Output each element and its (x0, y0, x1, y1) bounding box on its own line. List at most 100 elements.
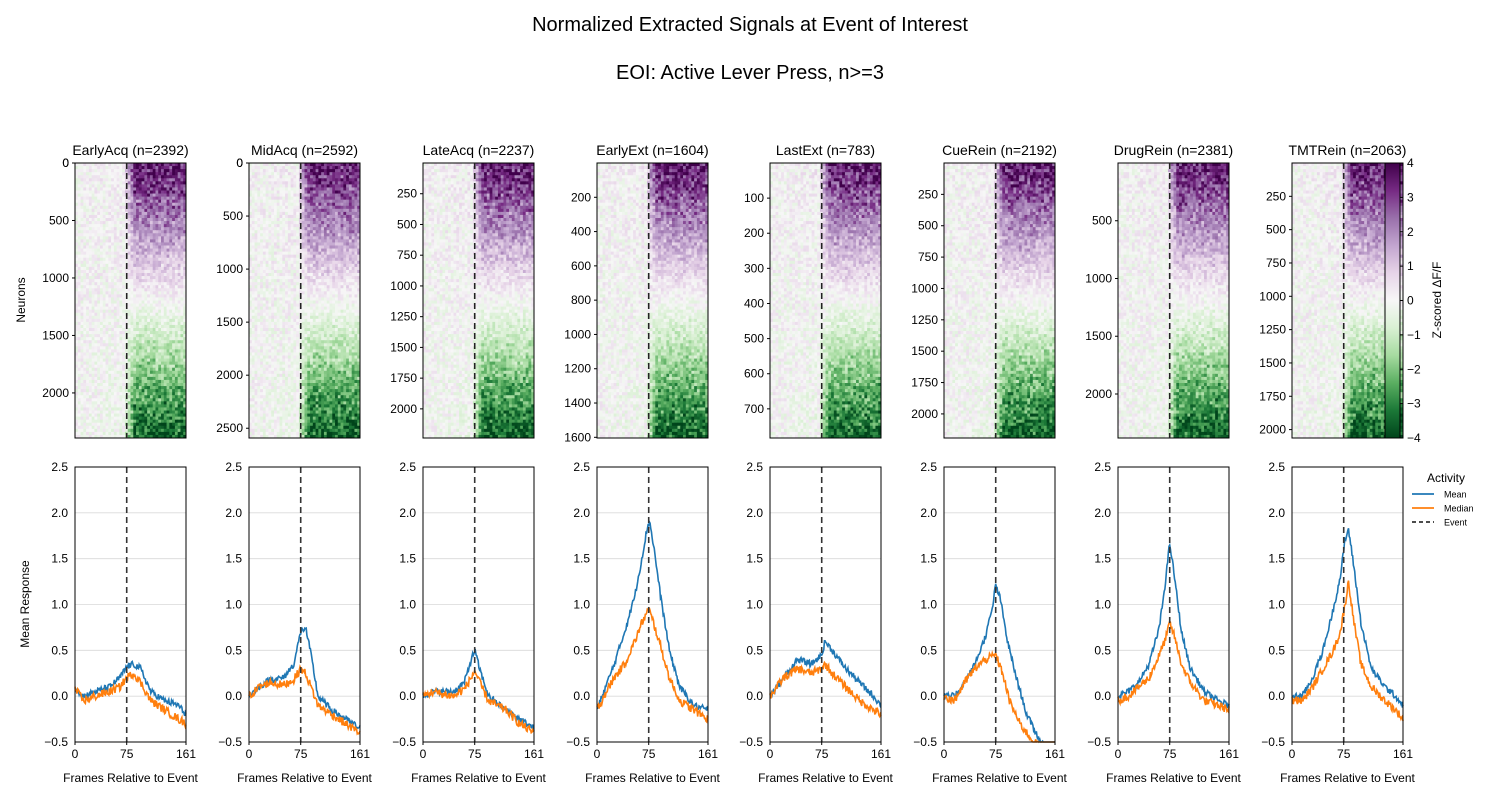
heatmap-cell (180, 389, 184, 393)
heatmap-cell (127, 422, 131, 427)
heatmap-cell (141, 175, 145, 179)
heatmap-cell (296, 260, 300, 265)
heatmap-cell (99, 352, 104, 356)
heatmap-cell (80, 431, 84, 436)
heatmap-cell (141, 193, 145, 198)
heatmap-cell (326, 242, 330, 246)
heatmap-cell (102, 285, 106, 289)
heatmap-cell (113, 224, 118, 228)
heatmap-cell (161, 279, 165, 283)
heatmap-cell (122, 303, 126, 308)
heatmap-cell (75, 343, 79, 347)
heatmap-cell (285, 208, 289, 213)
heatmap-cell (276, 242, 280, 246)
heatmap-cell (149, 230, 154, 234)
heatmap-cell (102, 291, 106, 295)
heatmap-cell (97, 276, 101, 280)
heatmap-cell (163, 242, 167, 246)
heatmap-cell (102, 273, 106, 277)
heatmap-cell (273, 184, 278, 188)
heatmap-cell (111, 163, 115, 167)
heatmap-cell (105, 297, 109, 301)
heatmap-cell (172, 321, 176, 326)
heatmap-cell (99, 300, 104, 304)
heatmap-cell (113, 407, 118, 411)
heatmap-cell (337, 242, 341, 246)
heatmap-cell (75, 404, 79, 408)
heatmap-cell (172, 288, 176, 292)
heatmap-cell (97, 230, 101, 234)
heatmap-cell (254, 224, 258, 228)
heatmap-cell (172, 324, 176, 329)
heatmap-cell (149, 337, 154, 341)
heatmap-cell (94, 248, 98, 253)
heatmap-cell (116, 251, 120, 256)
heatmap-cell (285, 248, 289, 253)
heatmap-cell (133, 392, 137, 396)
heatmap-cell (75, 324, 79, 329)
heatmap-cell (133, 389, 137, 393)
heatmap-cell (152, 190, 156, 194)
heatmap-cell (287, 163, 292, 167)
heatmap-cell (332, 248, 336, 253)
heatmap-cell (158, 352, 162, 356)
heatmap-cell (172, 434, 176, 439)
heatmap-cell (337, 233, 341, 237)
heatmap-cell (172, 230, 176, 234)
heatmap-cell (97, 334, 101, 338)
heatmap-cell (91, 349, 95, 353)
heatmap-cell (136, 193, 140, 198)
heatmap-cell (285, 166, 289, 170)
heatmap-cell (144, 230, 148, 234)
heatmap-cell (149, 367, 154, 372)
heatmap-cell (122, 227, 126, 231)
heatmap-cell (136, 315, 140, 320)
heatmap-cell (86, 211, 90, 216)
heatmap-cell (127, 431, 131, 436)
heatmap-cell (127, 172, 131, 176)
heatmap-cell (172, 383, 176, 387)
heatmap-cell (144, 379, 148, 384)
heatmap-cell (307, 166, 311, 170)
heatmap-cell (172, 242, 176, 246)
heatmap-cell (80, 346, 84, 350)
heatmap-cell (80, 242, 84, 246)
heatmap-cell (136, 398, 140, 402)
heatmap-cell (80, 163, 84, 167)
heatmap-cell (276, 178, 280, 182)
heatmap-cell (271, 239, 275, 243)
heatmap-cell (149, 178, 154, 182)
heatmap-cell (88, 279, 93, 283)
heatmap-cell (105, 328, 109, 332)
heatmap-cell (271, 248, 275, 253)
heatmap-cell (260, 218, 264, 222)
heatmap-cell (152, 383, 156, 387)
heatmap-cell (183, 318, 187, 323)
heatmap-cell (91, 343, 95, 347)
heatmap-cell (183, 172, 187, 176)
heatmap-cell (326, 245, 330, 249)
heatmap-cell (304, 245, 308, 249)
heatmap-cell (83, 251, 87, 256)
heatmap-cell (174, 419, 179, 424)
heatmap-cell (312, 218, 316, 222)
heatmap-cell (83, 266, 87, 271)
heatmap-cell (119, 407, 123, 411)
heatmap-cell (80, 343, 84, 347)
heatmap-cell (94, 312, 98, 317)
heatmap-cell (296, 178, 300, 182)
heatmap-cell (94, 352, 98, 356)
heatmap-cell (144, 376, 148, 381)
heatmap-cell (136, 324, 140, 329)
heatmap-cell (99, 337, 104, 341)
heatmap-cell (163, 224, 167, 228)
heatmap-cell (80, 193, 84, 198)
heatmap-cell (285, 224, 289, 228)
heatmap-cell (312, 236, 316, 240)
heatmap-cell (163, 324, 167, 329)
heatmap-cell (99, 291, 104, 295)
heatmap-cell (285, 172, 289, 176)
heatmap-cell (293, 263, 297, 268)
heatmap-cell (105, 416, 109, 421)
heatmap-cell (102, 205, 106, 210)
